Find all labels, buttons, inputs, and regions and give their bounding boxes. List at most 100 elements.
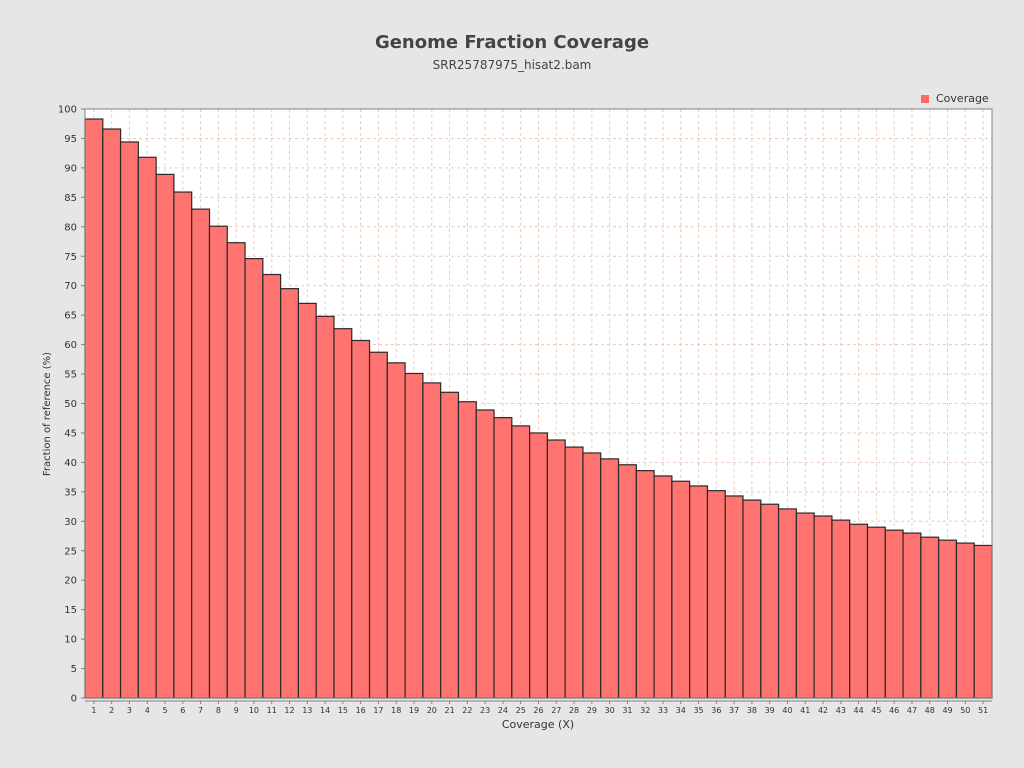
x-tick-label: 23 — [480, 706, 490, 715]
bar-coverage-43 — [831, 519, 851, 699]
y-tick-labels: 0 5 10 15 20 25 30 35 40 45 50 55 60 65 70 75 80 85 90 95 10… — [58, 105, 85, 705]
y-tick-label: 80 — [64, 222, 77, 233]
bar-coverage-16 — [351, 339, 371, 699]
bar-coverage-6 — [173, 191, 193, 699]
bar-coverage-11 — [262, 273, 282, 699]
x-tick-label: 35 — [693, 706, 703, 715]
y-tick-label: 75 — [64, 252, 77, 263]
x-tick-label: 6 — [180, 706, 185, 715]
bar-coverage-23 — [475, 409, 495, 699]
x-tick-label: 46 — [889, 706, 899, 715]
bar-coverage-26 — [529, 432, 548, 699]
bar-coverage-31 — [617, 464, 637, 699]
bar-coverage-48 — [920, 536, 940, 699]
bar-coverage-5 — [155, 173, 175, 699]
chart-subtitle: SRR25787975_hisat2.bam — [433, 58, 592, 72]
y-tick-label: 90 — [64, 163, 77, 174]
y-tick-label: 20 — [64, 576, 77, 587]
chart-title: Genome Fraction Coverage — [375, 32, 649, 53]
bar-coverage-25 — [511, 425, 531, 699]
x-tick-label: 24 — [498, 706, 508, 715]
bar-coverage-24 — [493, 417, 513, 699]
x-tick-label: 36 — [711, 706, 721, 715]
bar-coverage-33 — [653, 475, 673, 699]
x-tick-label: 4 — [145, 706, 150, 715]
x-tick-label: 2 — [109, 706, 114, 715]
x-tick-label: 5 — [162, 706, 167, 715]
x-tick-label: 1 — [91, 706, 96, 715]
legend-label-coverage: Coverage — [936, 92, 989, 105]
x-tick-label: 39 — [765, 706, 775, 715]
bar-coverage-44 — [849, 523, 869, 699]
x-tick-label: 40 — [782, 706, 792, 715]
bar-coverage-12 — [280, 288, 300, 699]
y-tick-label: 60 — [64, 340, 77, 351]
x-tick-label: 20 — [427, 706, 437, 715]
y-tick-label: 55 — [64, 370, 77, 381]
x-tick-label: 37 — [729, 706, 739, 715]
x-tick-label: 45 — [871, 706, 881, 715]
x-tick-label: 32 — [640, 706, 650, 715]
bar-coverage-19 — [404, 372, 424, 699]
bar-coverage-42 — [813, 515, 833, 699]
bar-coverage-20 — [422, 382, 442, 699]
y-tick-label: 65 — [64, 311, 77, 322]
x-tick-label: 8 — [216, 706, 221, 715]
bar-coverage-27 — [546, 439, 566, 699]
bar-coverage-18 — [386, 362, 406, 699]
x-tick-label: 21 — [444, 706, 454, 715]
bar-coverage-40 — [777, 508, 797, 699]
x-tick-label: 7 — [198, 706, 203, 715]
x-tick-label: 30 — [605, 706, 615, 715]
x-tick-label: 38 — [747, 706, 757, 715]
bar-coverage-8 — [208, 225, 228, 699]
bar-coverage-4 — [137, 156, 157, 699]
x-tick-label: 26 — [533, 706, 543, 715]
y-tick-label: 45 — [64, 428, 77, 439]
bar-coverage-38 — [742, 499, 762, 699]
bar-coverage-21 — [440, 391, 460, 699]
x-tick-label: 34 — [676, 706, 686, 715]
x-tick-label: 17 — [373, 706, 383, 715]
x-tick-label: 12 — [284, 706, 294, 715]
y-tick-label: 85 — [64, 193, 77, 204]
bar-coverage-28 — [564, 446, 584, 699]
x-tick-label: 18 — [391, 706, 401, 715]
bar-coverage-37 — [724, 495, 744, 699]
bars — [84, 118, 993, 699]
x-tick-label: 11 — [267, 706, 277, 715]
y-tick-label: 50 — [64, 399, 77, 410]
y-axis-label: Fraction of reference (%) — [42, 352, 53, 476]
x-tick-label: 9 — [234, 706, 239, 715]
bar-coverage-32 — [635, 470, 655, 699]
y-tick-label: 35 — [64, 487, 77, 498]
x-tick-label: 15 — [338, 706, 348, 715]
x-tick-label: 29 — [587, 706, 597, 715]
bar-coverage-30 — [600, 458, 620, 699]
bar-coverage-13 — [297, 302, 317, 699]
x-tick-label: 19 — [409, 706, 419, 715]
x-tick-label: 43 — [836, 706, 846, 715]
y-tick-label: 70 — [64, 281, 77, 292]
bar-coverage-45 — [866, 526, 886, 699]
x-tick-label: 33 — [658, 706, 668, 715]
x-tick-label: 51 — [978, 706, 988, 715]
y-tick-label: 100 — [58, 105, 77, 116]
bar-coverage-1 — [84, 118, 104, 699]
y-tick-label: 10 — [64, 635, 77, 646]
x-tick-label: 16 — [356, 706, 366, 715]
bar-coverage-41 — [795, 512, 815, 699]
bar-coverage-36 — [706, 490, 726, 699]
y-tick-label: 0 — [71, 694, 77, 705]
x-tick-label: 14 — [320, 706, 330, 715]
x-axis-label: Coverage (X) — [502, 718, 574, 731]
bar-coverage-34 — [671, 480, 691, 699]
bar-coverage-35 — [689, 485, 709, 699]
x-tick-label: 50 — [960, 706, 970, 715]
x-tick-label: 13 — [302, 706, 312, 715]
bar-coverage-49 — [938, 539, 958, 699]
y-tick-label: 30 — [64, 517, 77, 528]
x-tick-labels: 1 2 3 4 5 6 7 8 9 10 11 12 13 14 15 16 17 18 19 20 21 22 23 24 2… — [91, 701, 988, 715]
